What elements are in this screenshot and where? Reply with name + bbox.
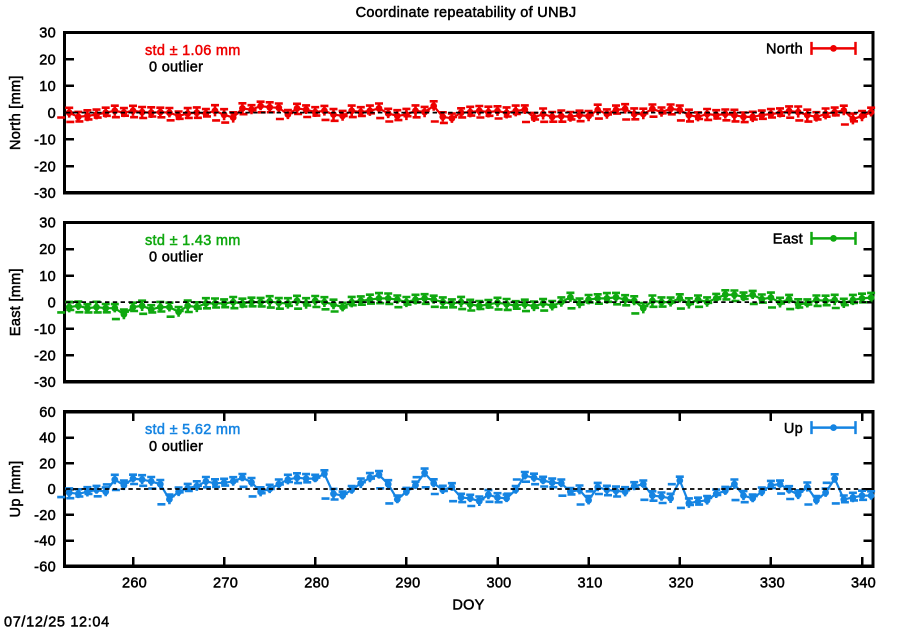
svg-text:0: 0 <box>48 482 56 498</box>
svg-text:East [mm]: East [mm] <box>8 268 24 336</box>
svg-text:North [mm]: North [mm] <box>8 75 24 150</box>
svg-text:North: North <box>766 42 803 58</box>
svg-text:-60: -60 <box>34 560 56 576</box>
svg-text:280: 280 <box>304 576 329 592</box>
svg-text:0 outlier: 0 outlier <box>149 250 203 266</box>
svg-text:340: 340 <box>851 576 876 592</box>
svg-text:std ± 1.43 mm: std ± 1.43 mm <box>145 233 241 249</box>
svg-text:Up [mm]: Up [mm] <box>8 461 24 518</box>
svg-text:0: 0 <box>48 295 56 311</box>
svg-text:std ± 5.62 mm: std ± 5.62 mm <box>145 422 241 438</box>
svg-text:-30: -30 <box>34 375 56 391</box>
svg-text:260: 260 <box>122 576 147 592</box>
svg-text:0 outlier: 0 outlier <box>149 60 203 76</box>
svg-text:0 outlier: 0 outlier <box>149 439 203 455</box>
svg-text:-40: -40 <box>34 534 56 550</box>
svg-text:20: 20 <box>39 52 56 68</box>
svg-text:300: 300 <box>486 576 511 592</box>
svg-text:07/12/25 12:04: 07/12/25 12:04 <box>4 615 110 631</box>
svg-text:320: 320 <box>669 576 694 592</box>
svg-text:-20: -20 <box>34 348 56 364</box>
svg-text:270: 270 <box>213 576 238 592</box>
svg-text:10: 10 <box>39 269 56 285</box>
svg-text:40: 40 <box>39 431 56 447</box>
svg-text:330: 330 <box>760 576 785 592</box>
svg-text:20: 20 <box>39 242 56 258</box>
svg-text:30: 30 <box>39 26 56 42</box>
svg-text:Up: Up <box>784 421 803 437</box>
svg-text:DOY: DOY <box>452 598 484 614</box>
svg-text:10: 10 <box>39 79 56 95</box>
svg-text:0: 0 <box>48 106 56 122</box>
svg-text:std ± 1.06 mm: std ± 1.06 mm <box>145 43 241 59</box>
svg-text:East: East <box>773 232 803 248</box>
svg-text:-20: -20 <box>34 508 56 524</box>
svg-text:-20: -20 <box>34 159 56 175</box>
svg-text:-10: -10 <box>34 133 56 149</box>
svg-text:30: 30 <box>39 216 56 232</box>
svg-text:Coordinate repeatability of UN: Coordinate repeatability of UNBJ <box>356 5 577 21</box>
svg-text:290: 290 <box>395 576 420 592</box>
svg-text:-30: -30 <box>34 186 56 202</box>
svg-text:310: 310 <box>578 576 603 592</box>
svg-text:60: 60 <box>39 405 56 421</box>
svg-text:-10: -10 <box>34 322 56 338</box>
svg-text:20: 20 <box>39 456 56 472</box>
